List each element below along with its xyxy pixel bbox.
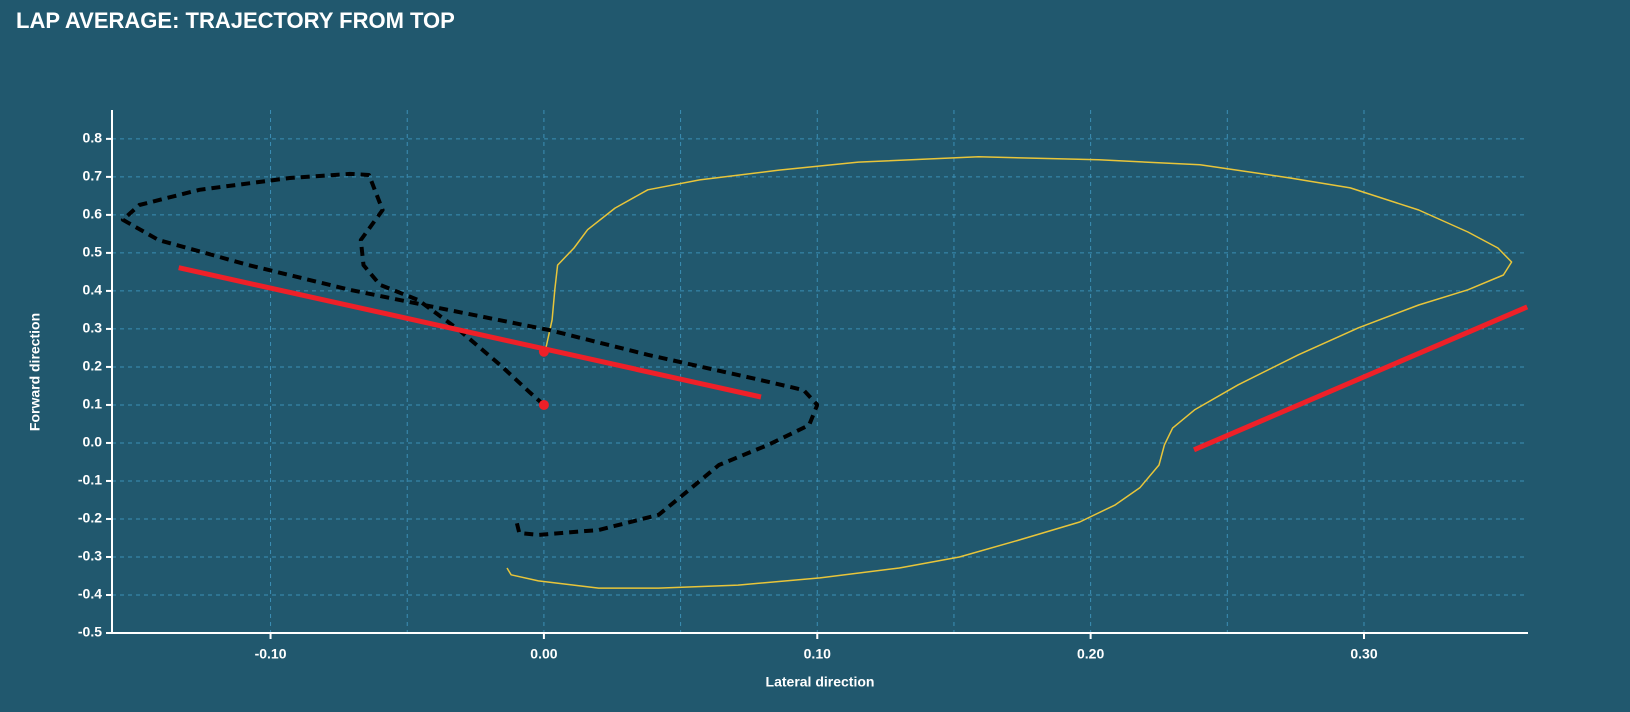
y-tick-label: 0.1: [83, 396, 103, 412]
trajectory-line: [506, 156, 1513, 589]
y-tick-label: 0.0: [83, 434, 103, 450]
x-tick-label: 0.30: [1350, 646, 1377, 662]
y-tick-label: 0.7: [83, 168, 103, 184]
x-tick-label: 0.10: [804, 646, 831, 662]
y-tick-label: 0.4: [83, 282, 103, 298]
y-axis-label: Forward direction: [27, 313, 43, 431]
y-tick-label: 0.3: [83, 320, 103, 336]
point: [538, 346, 549, 357]
trajectory-line: [120, 171, 820, 537]
y-tick-label: 0.8: [83, 130, 103, 146]
x-tick-label: 0.20: [1077, 646, 1104, 662]
y-tick-label: -0.2: [78, 510, 102, 526]
trajectory-line: [178, 265, 762, 400]
y-tick-label: -0.4: [78, 586, 102, 602]
chart-title: LAP AVERAGE: TRAJECTORY FROM TOP: [16, 8, 455, 33]
y-tick-label: 0.6: [83, 206, 103, 222]
x-axis-label: Lateral direction: [766, 674, 875, 690]
y-tick-label: 0.5: [83, 244, 103, 260]
x-tick-label: 0.00: [530, 646, 557, 662]
x-tick-label: -0.10: [255, 646, 287, 662]
point: [538, 399, 549, 410]
trajectory-line: [1193, 304, 1529, 453]
y-tick-label: -0.1: [78, 472, 102, 488]
y-tick-label: 0.2: [83, 358, 103, 374]
y-tick-label: -0.3: [78, 548, 102, 564]
y-tick-label: -0.5: [78, 624, 102, 640]
